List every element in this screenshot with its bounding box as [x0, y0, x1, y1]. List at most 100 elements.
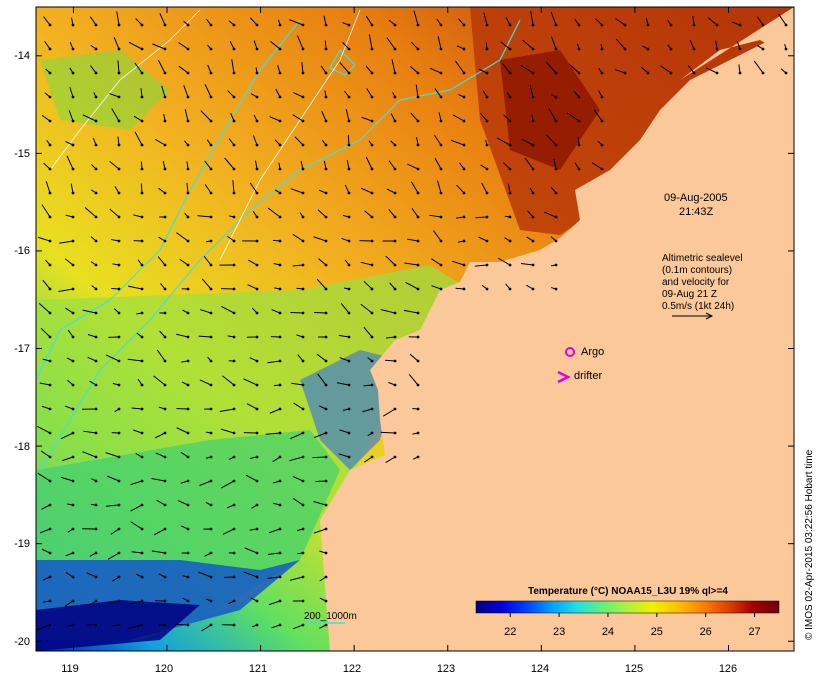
velocity-vector-head: [416, 407, 420, 411]
velocity-vector: [478, 236, 488, 242]
velocity-vector: [380, 309, 396, 314]
velocity-vector: [292, 264, 304, 267]
velocity-vector: [360, 261, 373, 266]
velocity-vector: [345, 109, 350, 122]
velocity-vector-head: [48, 143, 52, 147]
velocity-vector-head: [48, 119, 52, 123]
velocity-vector-head: [462, 47, 466, 51]
velocity-vector: [520, 65, 534, 74]
altimetry-text-2: (0.1m contours): [662, 265, 732, 276]
velocity-vector-head: [140, 407, 144, 411]
velocity-vector: [82, 451, 97, 458]
velocity-vector: [365, 15, 373, 26]
velocity-vector: [368, 34, 373, 50]
velocity-vector-head: [577, 95, 581, 99]
velocity-vector-head: [393, 143, 397, 147]
velocity-vector-head: [232, 47, 236, 51]
velocity-vector-head: [278, 407, 282, 411]
velocity-vector-head: [209, 359, 213, 363]
velocity-vector: [342, 41, 350, 50]
velocity-vector-head: [117, 359, 121, 363]
velocity-vector-head: [140, 527, 144, 531]
velocity-vector: [614, 69, 626, 74]
lon-tick-label: 120: [155, 663, 173, 675]
velocity-vector: [243, 571, 258, 578]
velocity-vector-head: [255, 623, 259, 627]
velocity-vector-head: [186, 95, 190, 99]
velocity-vector: [156, 349, 166, 362]
velocity-vector-head: [439, 47, 443, 51]
velocity-vector-head: [554, 191, 558, 195]
velocity-vector-head: [71, 71, 75, 75]
velocity-vector: [437, 180, 442, 194]
velocity-vector: [289, 456, 304, 462]
velocity-vector-head: [784, 47, 788, 51]
velocity-vector-head: [347, 95, 351, 99]
velocity-vector-head: [140, 191, 144, 195]
velocity-vector: [410, 66, 419, 74]
velocity-vector-head: [186, 215, 190, 219]
velocity-vector-head: [692, 47, 696, 51]
velocity-vector-head: [416, 167, 420, 171]
velocity-vector-head: [416, 359, 420, 363]
velocity-vector-head: [48, 383, 52, 387]
velocity-vector-head: [301, 599, 305, 603]
velocity-vector-head: [324, 575, 328, 579]
velocity-vector-head: [94, 191, 98, 195]
velocity-vector: [551, 36, 557, 50]
velocity-vector-head: [324, 143, 328, 147]
velocity-vector-head: [623, 47, 627, 51]
velocity-vector-head: [393, 119, 397, 123]
velocity-vector-head: [577, 143, 581, 147]
velocity-vector: [385, 359, 396, 362]
velocity-vector-head: [48, 71, 52, 75]
velocity-vector: [407, 163, 419, 170]
velocity-vector: [431, 285, 442, 290]
velocity-vector-head: [278, 455, 282, 459]
velocity-vector: [500, 41, 511, 50]
lat-tick-label: -20: [14, 636, 30, 648]
velocity-vector-head: [347, 383, 351, 387]
velocity-vector: [221, 305, 235, 314]
velocity-vector-head: [301, 167, 305, 171]
velocity-vector-head: [255, 263, 259, 267]
velocity-vector-head: [163, 431, 167, 435]
velocity-vector-head: [324, 95, 328, 99]
velocity-vector-head: [669, 71, 673, 75]
velocity-vector-head: [140, 599, 144, 603]
velocity-vector-head: [186, 311, 190, 315]
velocity-vector-head: [531, 215, 535, 219]
velocity-vector-head: [393, 23, 397, 27]
velocity-vector-head: [209, 287, 213, 291]
velocity-vector-head: [278, 479, 282, 483]
velocity-vector: [289, 19, 304, 26]
velocity-vector-head: [278, 599, 282, 603]
velocity-vector: [550, 11, 557, 26]
velocity-vector: [105, 504, 120, 507]
velocity-vector: [60, 432, 74, 440]
velocity-vector: [595, 18, 603, 26]
velocity-vector-head: [71, 215, 75, 219]
velocity-vector-head: [140, 215, 144, 219]
velocity-vector: [268, 528, 281, 534]
velocity-vector-head: [462, 95, 466, 99]
velocity-vector-head: [485, 191, 489, 195]
velocity-vector: [37, 472, 51, 482]
land-kimberley: [320, 7, 794, 651]
velocity-vector-head: [324, 167, 328, 171]
velocity-vector-head: [117, 263, 121, 267]
velocity-vector-head: [416, 215, 420, 219]
velocity-vector-head: [324, 23, 328, 27]
velocity-vector-head: [301, 455, 305, 459]
velocity-vector-head: [393, 167, 397, 171]
velocity-vector-head: [715, 71, 719, 75]
velocity-vector: [43, 16, 51, 26]
velocity-vector-head: [531, 167, 535, 171]
velocity-vector-head: [48, 623, 52, 627]
velocity-vector-head: [370, 287, 374, 291]
velocity-vector-head: [163, 191, 167, 195]
velocity-vector: [183, 85, 189, 98]
velocity-vector-head: [186, 143, 190, 147]
velocity-vector-head: [209, 263, 213, 267]
velocity-vector-head: [232, 599, 236, 603]
